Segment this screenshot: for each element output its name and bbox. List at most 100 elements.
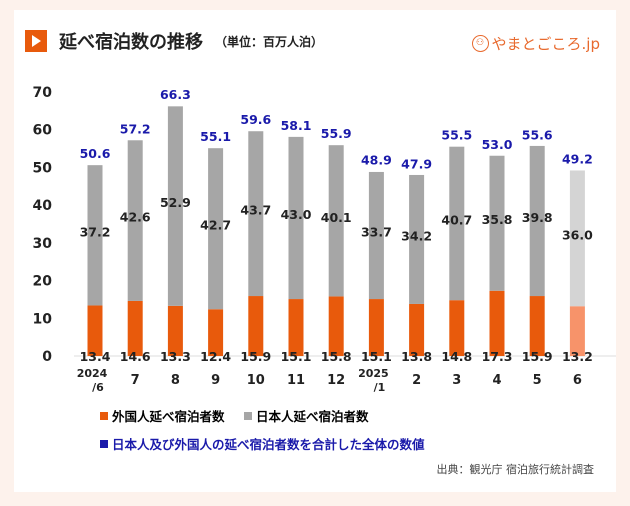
data-label-total: 53.0 [482, 137, 513, 152]
bar-japanese [529, 145, 545, 297]
data-label-japanese: 42.7 [200, 218, 231, 233]
data-label-foreign: 12.4 [200, 349, 231, 364]
y-tick-label: 30 [33, 236, 53, 252]
x-tick-label: 6 [573, 373, 582, 388]
bar-foreign [87, 305, 103, 356]
bar-japanese [127, 140, 143, 301]
x-tick-label: 12 [327, 373, 345, 388]
bar-japanese [87, 165, 103, 306]
bar-foreign [127, 300, 143, 356]
bar-japanese [489, 155, 505, 291]
logo: ⚇ やまとごころ.jp [471, 33, 600, 54]
bar-japanese [449, 146, 465, 301]
bar-foreign [489, 290, 505, 356]
data-label-japanese: 36.0 [562, 227, 593, 242]
data-label-total: 55.9 [321, 126, 352, 141]
data-label-japanese: 37.2 [80, 224, 111, 239]
data-label-total: 55.1 [200, 129, 231, 144]
bar-foreign [328, 296, 344, 356]
y-tick-label: 50 [33, 160, 53, 176]
logo-icon: ⚇ [471, 35, 489, 52]
data-label-japanese: 52.9 [160, 195, 191, 210]
data-label-total: 58.1 [281, 118, 312, 133]
x-tick-label: 11 [287, 373, 305, 388]
bar-japanese [328, 145, 344, 297]
bar-japanese [248, 131, 264, 297]
logo-text: やまとごころ.jp [491, 35, 600, 53]
unit-label: （単位：百万人泊） [215, 34, 324, 49]
data-label-total: 50.6 [80, 146, 111, 161]
data-label-japanese: 33.7 [361, 225, 392, 240]
x-tick-label: 9 [211, 373, 220, 388]
bar-foreign [167, 305, 183, 356]
chart-card [14, 10, 616, 492]
legend-foreign: 外国人延べ宿泊者数 [100, 406, 225, 425]
data-label-japanese: 39.8 [522, 210, 553, 225]
bar-foreign [288, 299, 304, 356]
play-icon [25, 30, 47, 52]
y-tick-label: 60 [33, 123, 53, 139]
data-label-foreign: 13.8 [401, 349, 432, 364]
data-label-japanese: 42.6 [120, 210, 151, 225]
x-tick-label: /1 [374, 381, 386, 394]
bar-japanese [409, 174, 425, 304]
data-label-foreign: 14.8 [441, 349, 472, 364]
data-label-foreign: 15.9 [522, 349, 553, 364]
y-tick-label: 20 [33, 274, 53, 290]
y-tick-label: 10 [33, 311, 53, 327]
bar-foreign [409, 303, 425, 356]
y-tick-label: 40 [33, 198, 53, 214]
chart-title: 延べ宿泊数の推移 [59, 32, 203, 53]
legend-total: 日本人及び外国人の延べ宿泊者数を合計した全体の数値 [100, 434, 425, 453]
data-label-foreign: 15.9 [240, 349, 271, 364]
data-label-japanese: 34.2 [401, 228, 432, 243]
bar-foreign [449, 300, 465, 356]
x-tick-label: 2025 [358, 367, 389, 380]
data-label-foreign: 13.3 [160, 349, 191, 364]
data-label-total: 55.5 [441, 128, 472, 143]
source-note: 出典：観光庁 宿泊旅行統計調査 [436, 463, 595, 476]
y-tick-label: 0 [42, 349, 52, 365]
data-label-japanese: 40.1 [321, 210, 352, 225]
data-label-foreign: 15.8 [321, 349, 352, 364]
data-label-foreign: 13.2 [562, 349, 593, 364]
data-label-total: 49.2 [562, 151, 593, 166]
x-tick-label: 4 [492, 373, 501, 388]
x-tick-label: 8 [171, 373, 180, 388]
bar-japanese [368, 171, 384, 300]
data-label-total: 47.9 [401, 156, 432, 171]
data-label-total: 66.3 [160, 87, 191, 102]
data-label-foreign: 17.3 [482, 349, 513, 364]
data-label-foreign: 13.4 [80, 349, 111, 364]
data-label-foreign: 15.1 [361, 349, 392, 364]
bar-foreign [529, 296, 545, 356]
bar-japanese [167, 106, 183, 306]
data-label-total: 48.9 [361, 153, 392, 168]
x-tick-label: /6 [92, 381, 104, 394]
data-label-total: 55.6 [522, 127, 553, 142]
data-label-japanese: 43.7 [240, 203, 271, 218]
data-label-japanese: 35.8 [482, 212, 513, 227]
bar-japanese [569, 170, 585, 307]
x-tick-label: 7 [131, 373, 140, 388]
x-tick-label: 3 [452, 373, 461, 388]
data-label-japanese: 40.7 [441, 212, 472, 227]
data-label-total: 59.6 [240, 112, 271, 127]
y-tick-label: 70 [33, 85, 53, 101]
data-label-japanese: 43.0 [281, 207, 312, 222]
bar-foreign [368, 299, 384, 356]
bar-japanese [288, 136, 304, 300]
bar-japanese [208, 148, 224, 310]
x-tick-label: 2024 [77, 367, 108, 380]
x-tick-label: 5 [533, 373, 542, 388]
bar-foreign [248, 296, 264, 356]
data-label-foreign: 14.6 [120, 349, 151, 364]
data-label-total: 57.2 [120, 121, 151, 136]
header: 延べ宿泊数の推移 （単位：百万人泊） [25, 28, 323, 54]
bar-foreign [208, 309, 224, 356]
x-tick-label: 10 [247, 373, 265, 388]
bar-foreign [569, 306, 585, 356]
legend-japanese: 日本人延べ宿泊者数 [244, 406, 369, 425]
x-tick-label: 2 [412, 373, 421, 388]
